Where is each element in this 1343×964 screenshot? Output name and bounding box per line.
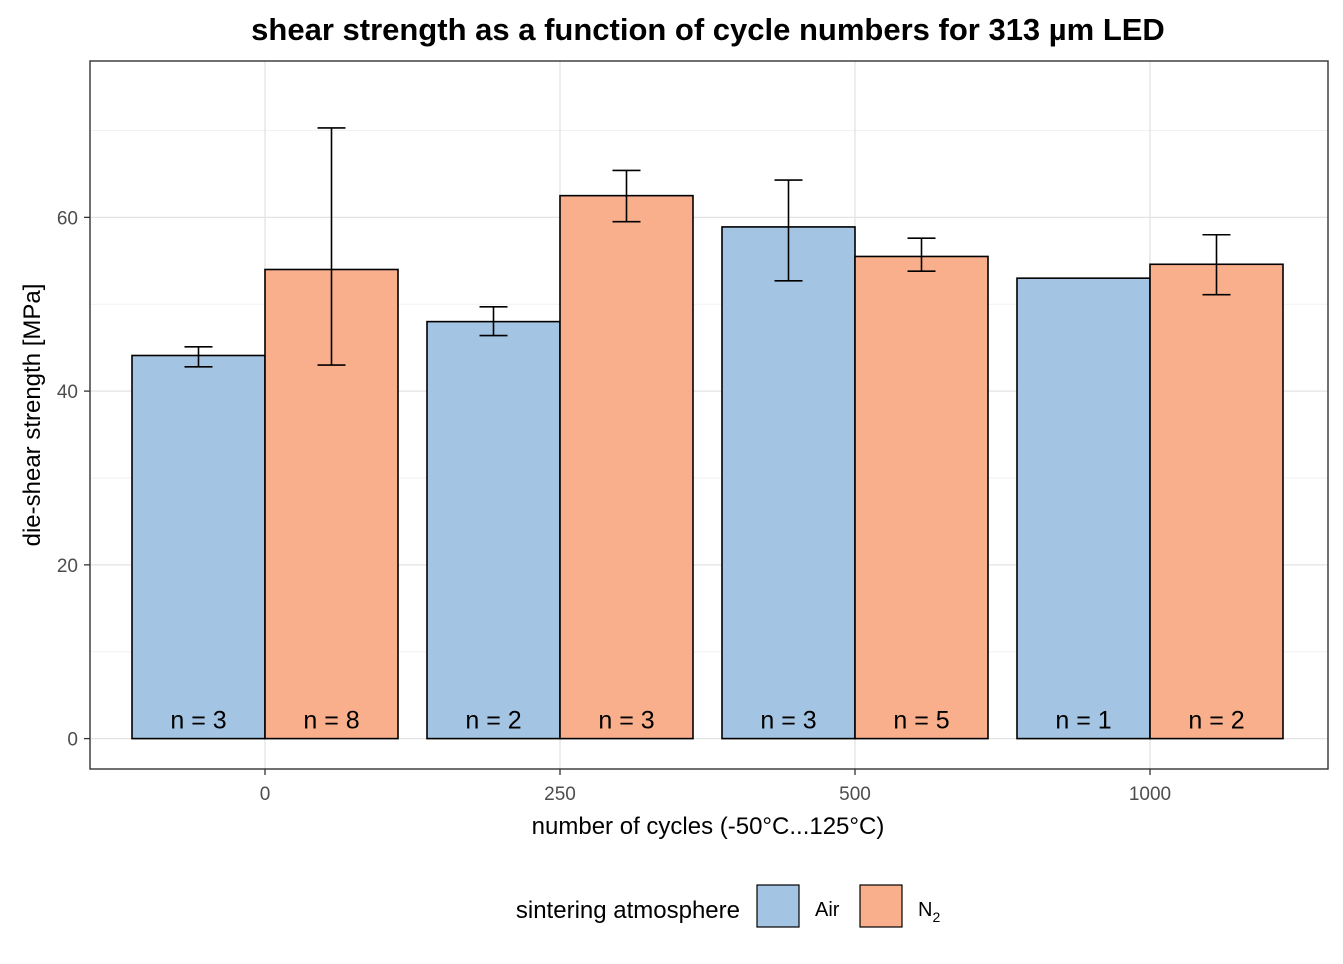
bar-air-250 <box>426 320 561 740</box>
bar-air-500 <box>721 226 856 740</box>
n-label: n = 1 <box>1055 707 1111 735</box>
x-axis-title: number of cycles (-50°C...125°C) <box>532 813 885 840</box>
bar-n-1000 <box>1149 263 1284 740</box>
bar-air-0 <box>131 354 266 740</box>
n-label: n = 3 <box>760 707 816 735</box>
n-labels-layer: n = 3 n = 2 n = 3 n = 1 n = 8 n = 3 n = 5 n = 2 <box>170 707 1244 735</box>
error-bars-layer <box>184 127 1231 368</box>
x-tick-label: 250 <box>544 784 576 805</box>
chart-title: shear strength as a function of cycle nu… <box>251 12 1165 47</box>
y-axis-title: die-shear strength [MPa] <box>19 284 46 547</box>
n-label: n = 2 <box>1188 707 1244 735</box>
legend-key-air <box>756 884 800 928</box>
x-tick-label: 0 <box>260 784 271 805</box>
legend-title: sintering atmosphere <box>516 897 740 924</box>
bar-n-250 <box>559 194 694 740</box>
bar-air-1000 <box>1016 277 1151 740</box>
legend-label-n2: N2 <box>918 899 940 925</box>
y-tick-label: 60 <box>57 208 78 229</box>
bars-layer <box>131 194 1284 740</box>
legend-label-n2-sub: 2 <box>932 909 940 925</box>
legend: sintering atmosphere Air N2 <box>516 884 940 928</box>
y-tick-label: 0 <box>67 730 78 751</box>
x-tick-label: 1000 <box>1129 784 1171 805</box>
legend-label-n2-main: N <box>918 899 932 921</box>
legend-key-n2 <box>859 884 903 928</box>
n-label: n = 3 <box>170 707 226 735</box>
n-label: n = 3 <box>598 707 654 735</box>
n-label: n = 8 <box>303 707 359 735</box>
n-label: n = 2 <box>465 707 521 735</box>
x-tick-label: 500 <box>839 784 871 805</box>
legend-label-air: Air <box>815 899 840 921</box>
y-tick-label: 20 <box>57 556 78 577</box>
y-tick-label: 40 <box>57 382 78 403</box>
panel-border <box>89 60 1329 770</box>
n-label: n = 5 <box>893 707 949 735</box>
axis-layer: 0 20 40 60 0 250 500 1000 <box>57 208 1171 805</box>
bar-n-500 <box>854 255 989 740</box>
